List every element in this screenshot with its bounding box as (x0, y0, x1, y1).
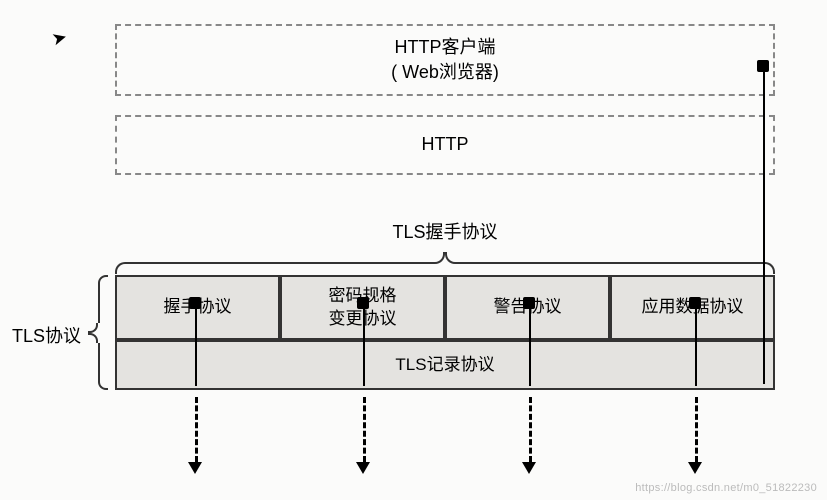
arrow-stem-solid-0 (195, 303, 197, 386)
arrow-stem-solid-1 (363, 303, 365, 386)
client-line1: HTTP客户端 (391, 35, 499, 60)
tls-protocol-label: TLS协议 (12, 322, 81, 348)
top-curly-brace (115, 252, 775, 274)
http-box: HTTP (115, 115, 775, 175)
watermark: https://blog.csdn.net/m0_51822230 (635, 482, 817, 494)
arrowhead-2 (522, 462, 536, 474)
tls-record-protocol-cell: TLS记录协议 (115, 340, 775, 390)
arrow-stem-dashed-2 (529, 397, 532, 462)
arrow-stem-dashed-1 (363, 397, 366, 462)
client-line2: ( Web浏览器) (391, 60, 499, 85)
http-label: HTTP (422, 132, 469, 157)
arrow-stem-dashed-0 (195, 397, 198, 462)
arrowhead-0 (188, 462, 202, 474)
arrowhead-3 (688, 462, 702, 474)
left-curly-brace (98, 275, 110, 390)
record-label: TLS记录协议 (395, 354, 494, 376)
http-client-box: HTTP客户端 ( Web浏览器) (115, 24, 775, 96)
arrow-stem-solid-2 (529, 303, 531, 386)
arrowhead-1 (356, 462, 370, 474)
tls-handshake-brace-label: TLS握手协议 (115, 218, 775, 244)
right-vertical-line (763, 66, 765, 384)
arrow-stem-solid-3 (695, 303, 697, 386)
arrow-stem-dashed-3 (695, 397, 698, 462)
mouse-cursor: ➤ (50, 26, 70, 50)
